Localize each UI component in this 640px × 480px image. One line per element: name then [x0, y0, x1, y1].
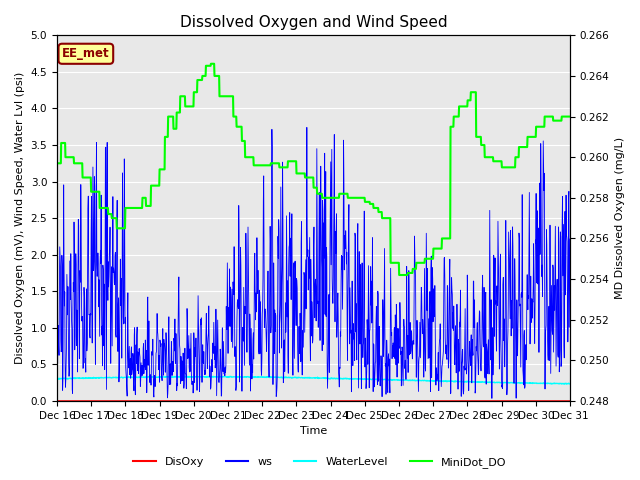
Y-axis label: MD Dissolved Oxygen (mg/L): MD Dissolved Oxygen (mg/L) — [615, 137, 625, 299]
Y-axis label: Dissolved Oxygen (mV), Wind Speed, Water Lvl (psi): Dissolved Oxygen (mV), Wind Speed, Water… — [15, 72, 25, 364]
Title: Dissolved Oxygen and Wind Speed: Dissolved Oxygen and Wind Speed — [180, 15, 447, 30]
Legend: DisOxy, ws, WaterLevel, MiniDot_DO: DisOxy, ws, WaterLevel, MiniDot_DO — [129, 452, 511, 472]
X-axis label: Time: Time — [300, 426, 327, 436]
Text: EE_met: EE_met — [62, 47, 109, 60]
